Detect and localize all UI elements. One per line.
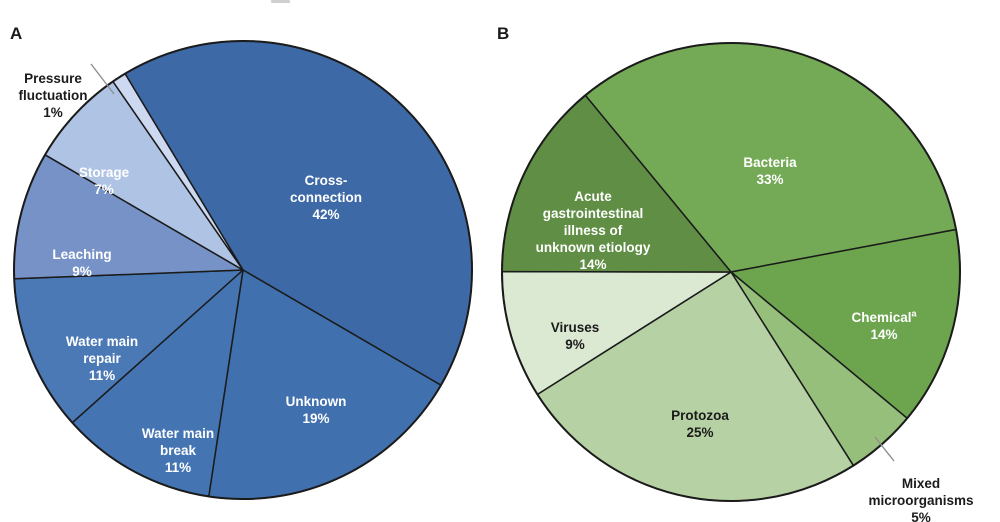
slice-label-bacteria: Bacteria 33% [743, 155, 797, 187]
slice-label-storage: Storage 7% [78, 165, 130, 197]
slice-label-water-main-break: Water main break 11% [141, 426, 215, 475]
crop-artifact [271, 0, 290, 3]
pie-chart-b [501, 42, 961, 502]
panel-label-b: B [497, 24, 510, 43]
slice-label-pressure-fluctuation: Pressure fluctuation 1% [18, 71, 88, 120]
slice-label-acute-gastrointestinal-illness: Acute gastrointestinal illness of unknow… [535, 189, 651, 272]
slice-label-leaching: Leaching 9% [52, 247, 112, 279]
leader-line-pressure-fluctuation [90, 63, 115, 95]
slice-label-mixed-microorganisms: Mixed microorganisms 5% [868, 476, 974, 522]
pie-outline-b [501, 42, 961, 502]
slice-label-cross-connection: Cross- connection 42% [289, 173, 363, 222]
slice-label-water-main-repair: Water main repair 11% [65, 334, 139, 383]
pie-chart-a [13, 40, 473, 500]
slice-label-chemical: Chemicala 14% [851, 308, 917, 342]
slice-label-protozoa: Protozoa 25% [671, 408, 729, 440]
chemical-footnote-marker: a [911, 308, 917, 319]
panel-label-a: A [10, 24, 23, 43]
leader-line-mixed-microorganisms [874, 436, 895, 462]
pie-outline-a [13, 40, 473, 500]
slice-label-unknown: Unknown 19% [285, 394, 347, 426]
slice-label-viruses: Viruses 9% [550, 320, 600, 352]
